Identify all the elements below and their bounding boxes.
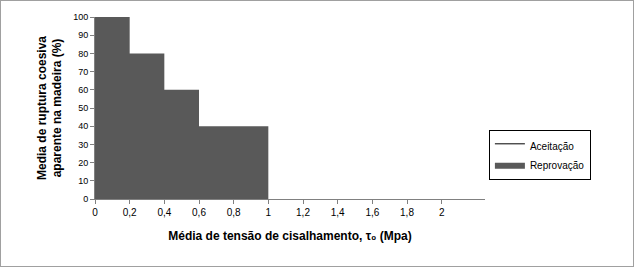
svg-text:0,2: 0,2 xyxy=(123,207,137,218)
svg-text:0,4: 0,4 xyxy=(157,207,171,218)
svg-text:Media de ruptura coesivaaparen: Media de ruptura coesivaaparente na made… xyxy=(35,36,65,180)
svg-text:50: 50 xyxy=(78,103,88,113)
svg-text:0,6: 0,6 xyxy=(192,207,206,218)
svg-text:10: 10 xyxy=(78,176,88,186)
svg-text:0,8: 0,8 xyxy=(227,207,241,218)
svg-text:1: 1 xyxy=(266,207,272,218)
svg-text:30: 30 xyxy=(78,140,88,150)
svg-text:0: 0 xyxy=(92,207,98,218)
svg-text:Aceitação: Aceitação xyxy=(530,141,574,152)
svg-text:1,6: 1,6 xyxy=(365,207,379,218)
svg-text:100: 100 xyxy=(73,12,88,22)
svg-text:1,8: 1,8 xyxy=(400,207,414,218)
svg-text:70: 70 xyxy=(78,67,88,77)
svg-text:40: 40 xyxy=(78,121,88,131)
svg-text:80: 80 xyxy=(78,49,88,59)
svg-text:0: 0 xyxy=(83,194,88,204)
svg-text:90: 90 xyxy=(78,30,88,40)
svg-text:2: 2 xyxy=(439,207,445,218)
svg-text:1,4: 1,4 xyxy=(331,207,345,218)
svg-text:1,2: 1,2 xyxy=(296,207,310,218)
svg-text:Reprovação: Reprovação xyxy=(530,160,584,171)
svg-text:60: 60 xyxy=(78,85,88,95)
svg-text:Média de tensão de cisalhament: Média de tensão de cisalhamento, τ₀ (Mpa… xyxy=(168,229,411,243)
svg-text:20: 20 xyxy=(78,158,88,168)
